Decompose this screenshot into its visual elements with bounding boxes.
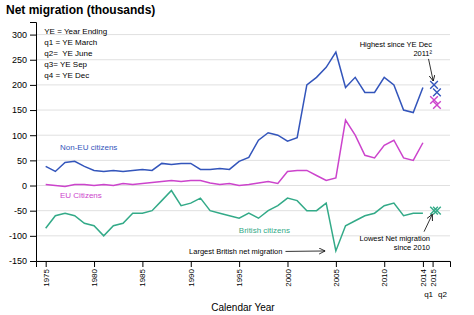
y-tick-mark bbox=[30, 35, 36, 36]
series-marker bbox=[433, 207, 441, 215]
x-tick-mark bbox=[142, 261, 143, 267]
y-tick-label: 150 bbox=[12, 105, 27, 115]
y-tick-mark bbox=[30, 60, 36, 61]
x-tick: 1990 bbox=[187, 261, 196, 287]
y-tick: 0 bbox=[22, 181, 36, 191]
x-tick: 1980 bbox=[90, 261, 99, 287]
x-tick-mark bbox=[433, 261, 434, 267]
series-marker bbox=[430, 81, 438, 89]
series-line bbox=[46, 120, 423, 186]
x-tick-mark bbox=[239, 261, 240, 267]
series-marker bbox=[433, 101, 441, 109]
axis-sublabel: q2 bbox=[438, 290, 447, 299]
x-tick-label: 1980 bbox=[90, 268, 99, 286]
annotation-arrow bbox=[424, 214, 432, 231]
y-tick-mark bbox=[30, 135, 36, 136]
x-tick-label: 1995 bbox=[235, 268, 244, 286]
series-label: British citizens bbox=[239, 226, 290, 235]
x-tick-label: 2000 bbox=[284, 268, 293, 286]
y-tick-mark bbox=[30, 160, 36, 161]
grid-line bbox=[36, 110, 450, 111]
y-tick: 50 bbox=[17, 156, 36, 166]
x-tick-mark bbox=[46, 261, 47, 267]
series-marker bbox=[433, 89, 441, 97]
x-tick-mark bbox=[191, 261, 192, 267]
y-axis-line bbox=[30, 23, 37, 262]
grid-line bbox=[36, 210, 450, 211]
grid bbox=[36, 35, 450, 261]
y-tick-mark bbox=[30, 236, 36, 237]
x-tick-label: 1975 bbox=[42, 268, 51, 286]
x-tick: 2005 bbox=[332, 261, 341, 287]
y-tick: 150 bbox=[12, 105, 36, 115]
y-axis: -150 -100 -50 0 50 100 150 200 250 300 bbox=[9, 23, 37, 267]
y-tick-mark bbox=[30, 186, 36, 187]
title: Net migration (thousands) bbox=[6, 3, 155, 17]
x-tick: 1985 bbox=[138, 261, 147, 287]
x-tick: 2010 bbox=[380, 261, 389, 287]
x-tick: 2000 bbox=[284, 261, 293, 287]
series-label: EU Citizens bbox=[60, 191, 102, 200]
y-tick-mark bbox=[30, 211, 36, 212]
plot-area bbox=[46, 52, 441, 251]
x-tick-label: 2015 bbox=[429, 268, 438, 286]
series-label: Non-EU citizens bbox=[60, 143, 117, 152]
grid-line bbox=[36, 135, 450, 136]
y-tick-label: 250 bbox=[12, 55, 27, 65]
annotation-arrow bbox=[429, 59, 434, 81]
y-tick-label: 100 bbox=[12, 131, 27, 141]
x-tick-mark bbox=[94, 261, 95, 267]
x-tick: 2014 bbox=[419, 261, 428, 287]
annotation: Largest British net migration bbox=[189, 247, 282, 256]
x-tick-mark bbox=[336, 261, 337, 267]
chart: -150 -100 -50 0 50 100 150 200 250 300 1975 1980 198… bbox=[0, 0, 474, 315]
y-tick-label: 300 bbox=[12, 30, 27, 40]
x-tick-label: 2014 bbox=[419, 268, 428, 286]
note: YE = Year Endingq1 = YE Marchq2= YE June… bbox=[44, 27, 107, 80]
x-tick-mark bbox=[384, 261, 385, 267]
series-line bbox=[46, 52, 423, 171]
x-tick-label: 2005 bbox=[332, 268, 341, 286]
y-tick-mark bbox=[30, 85, 36, 86]
y-tick: 300 bbox=[12, 30, 36, 40]
x-axis: 1975 1980 1985 1990 1995 2000 2005 2010 20142015 bbox=[37, 261, 451, 287]
y-tick: 200 bbox=[12, 80, 36, 90]
x-tick-label: 2010 bbox=[380, 268, 389, 286]
y-tick: -100 bbox=[9, 231, 36, 241]
y-tick-label: -150 bbox=[9, 256, 27, 266]
x-tick-label: 1990 bbox=[187, 268, 196, 286]
x-tick-label: 1985 bbox=[138, 268, 147, 286]
x-axis-line bbox=[37, 262, 451, 268]
y-tick-label: -100 bbox=[9, 231, 27, 241]
y-tick: 250 bbox=[12, 55, 36, 65]
annotation: Lowest Net migrationsince 2010 bbox=[360, 234, 430, 252]
x-tick: 1995 bbox=[235, 261, 244, 287]
x-axis-title: Calendar Year bbox=[211, 302, 275, 313]
y-tick-label: 200 bbox=[12, 80, 27, 90]
y-tick-mark bbox=[30, 261, 36, 262]
grid-line bbox=[36, 84, 450, 85]
x-tick: 1975 bbox=[42, 261, 51, 287]
y-tick: 100 bbox=[12, 131, 36, 141]
grid-line bbox=[36, 59, 450, 60]
x-tick-mark bbox=[423, 261, 424, 267]
annotation-arrow bbox=[285, 250, 325, 251]
axis-sublabel: q1 bbox=[424, 290, 433, 299]
annotation: Highest since YE Dec2011² bbox=[360, 40, 433, 58]
y-tick: -50 bbox=[14, 206, 36, 216]
y-tick-label: -50 bbox=[14, 206, 27, 216]
y-tick: -150 bbox=[9, 256, 36, 266]
y-tick-label: 50 bbox=[17, 156, 27, 166]
x-tick-mark bbox=[287, 261, 288, 267]
y-tick-label: 0 bbox=[22, 181, 27, 191]
x-tick: 2015 bbox=[429, 261, 438, 287]
y-tick-mark bbox=[30, 110, 36, 111]
